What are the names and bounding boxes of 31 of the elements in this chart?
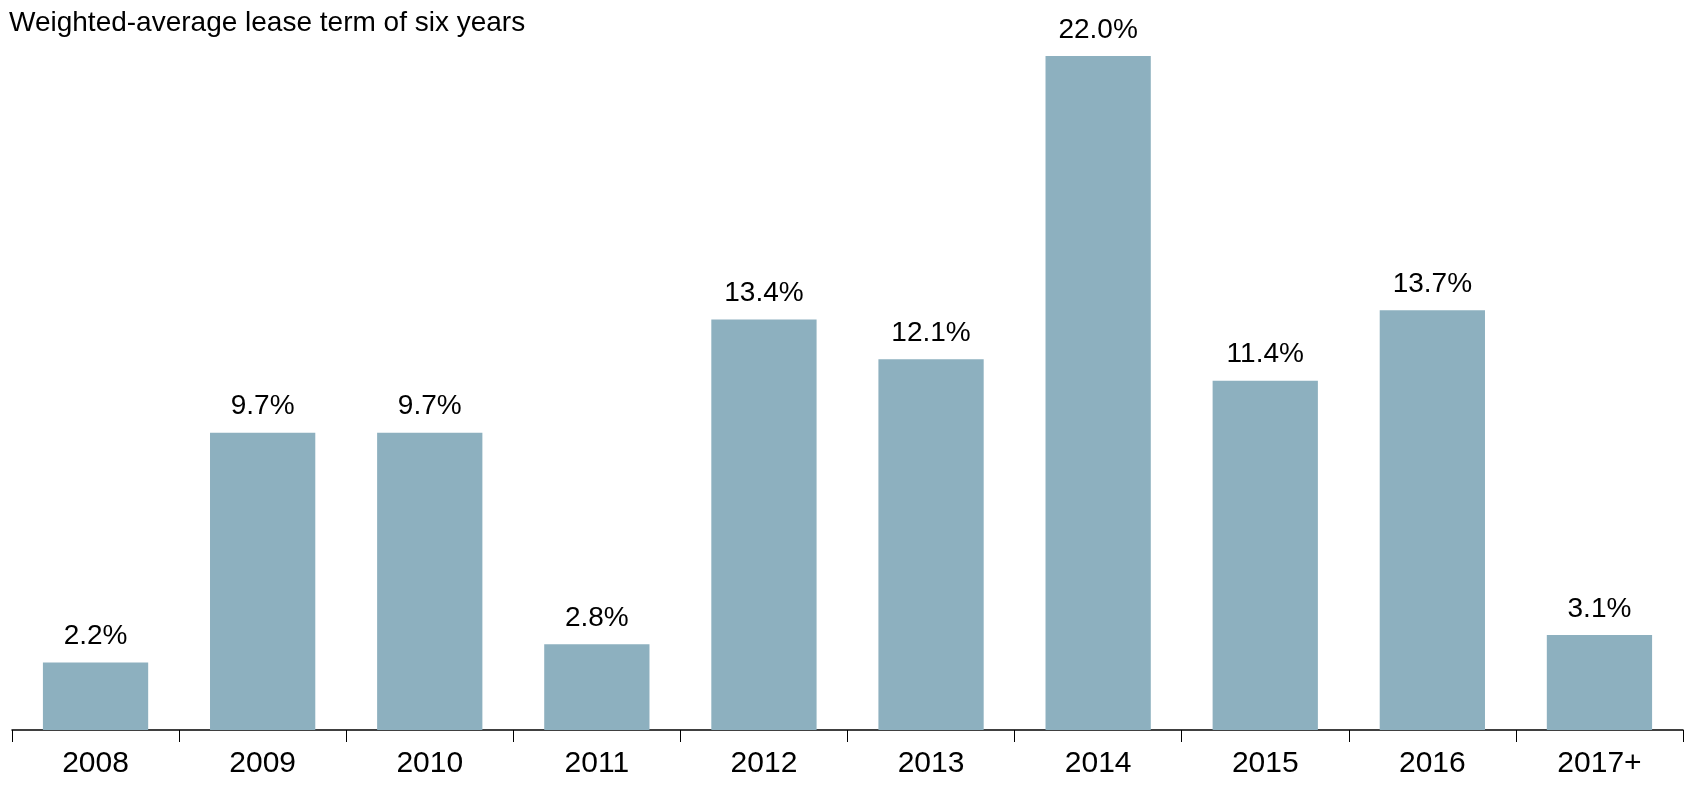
- data-label: 2.2%: [63, 619, 128, 651]
- bar: [1546, 635, 1653, 730]
- data-label: 13.7%: [1392, 266, 1473, 298]
- bar: [711, 319, 817, 730]
- bar: [544, 644, 650, 730]
- data-label: 9.7%: [397, 389, 462, 421]
- data-label: 3.1%: [1567, 591, 1632, 623]
- bar: [1212, 380, 1318, 730]
- x-tick-label: 2009: [229, 744, 297, 778]
- data-label: 12.1%: [891, 315, 971, 347]
- data-label: 2.8%: [564, 600, 629, 632]
- x-tick-label: 2017+: [1557, 744, 1642, 778]
- data-label: 22.0%: [1058, 12, 1138, 44]
- x-tick-label: 2012: [730, 744, 798, 778]
- x-tick-label: 2014: [1064, 744, 1132, 778]
- x-tick-label: 2010: [396, 744, 464, 778]
- x-tick-label: 2016: [1398, 744, 1466, 778]
- x-tick-label: 2011: [564, 744, 630, 778]
- data-label: 13.4%: [724, 275, 804, 307]
- bar: [377, 432, 483, 730]
- data-label: 9.7%: [230, 389, 295, 421]
- x-tick-label: 2008: [62, 744, 129, 778]
- bar: [1045, 56, 1151, 730]
- data-label: 11.4%: [1226, 337, 1304, 369]
- bar: [878, 359, 984, 730]
- bar: [42, 662, 149, 730]
- chart-title: Weighted-average lease term of six years: [9, 5, 526, 37]
- bar: [1379, 310, 1485, 730]
- x-tick-label: 2013: [897, 744, 965, 778]
- x-tick-label: 2015: [1231, 744, 1299, 778]
- bar: [210, 432, 316, 730]
